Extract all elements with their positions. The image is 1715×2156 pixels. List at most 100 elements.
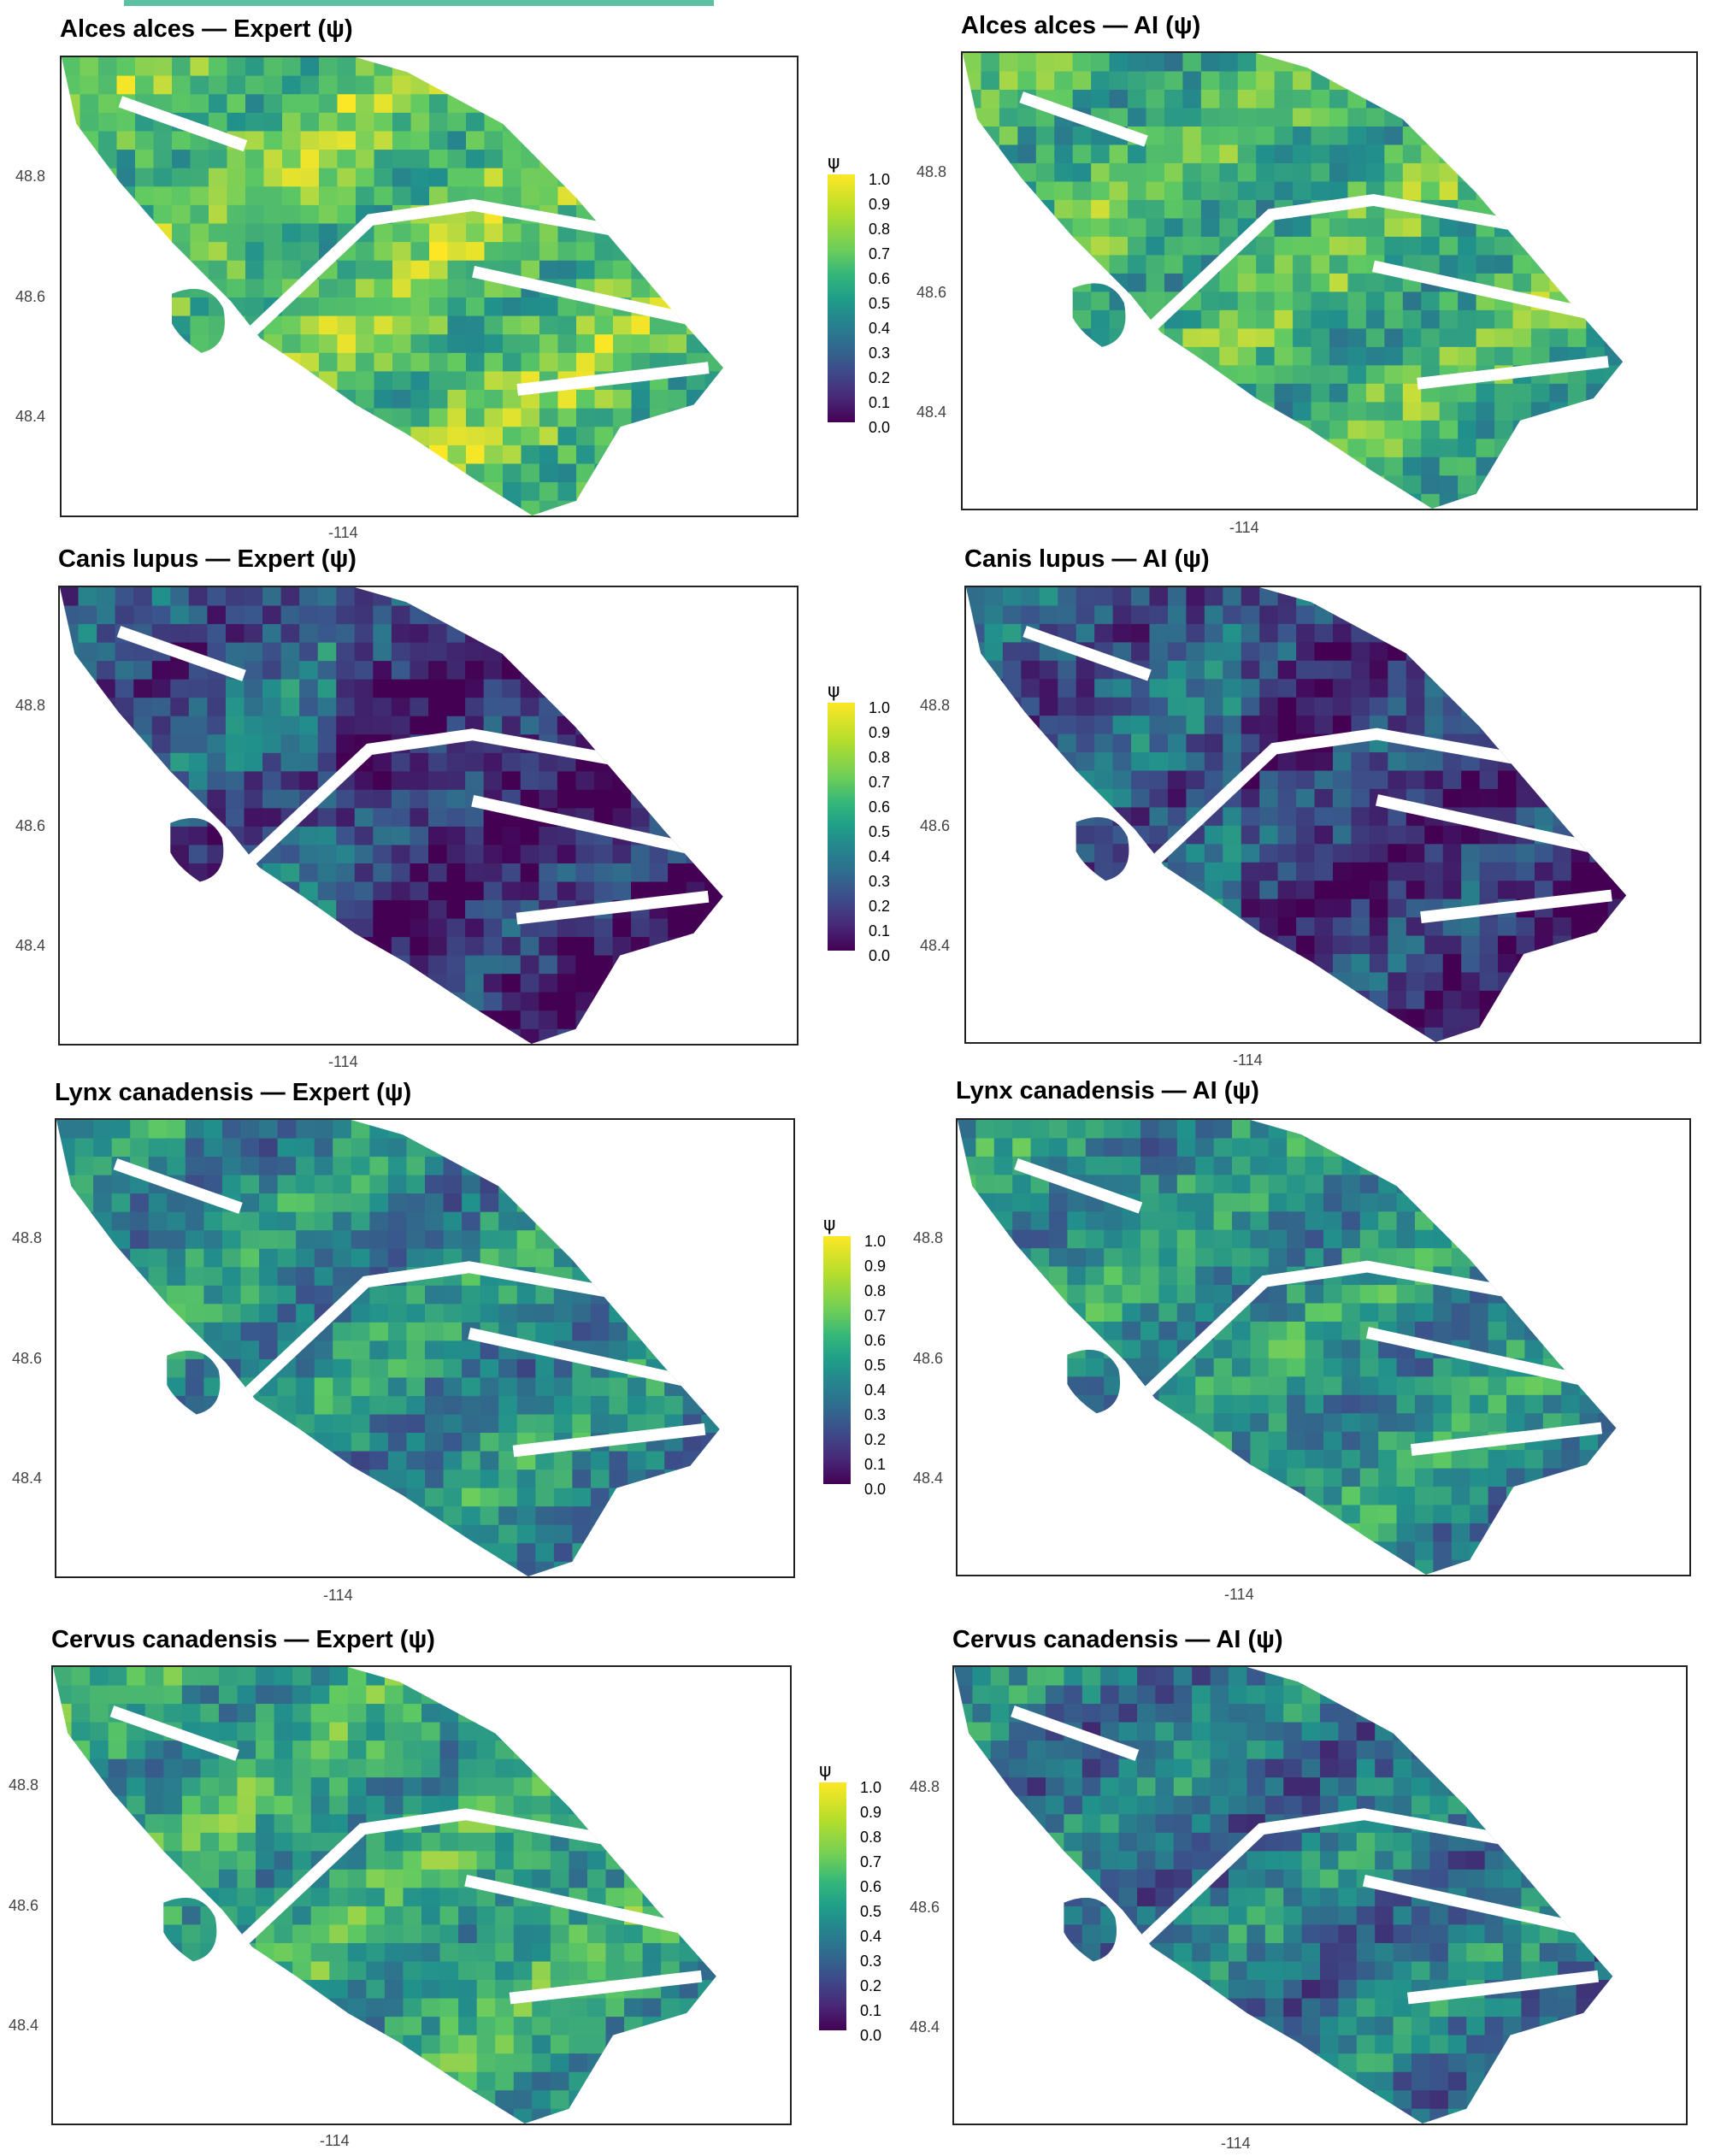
river-channel bbox=[464, 1875, 704, 1938]
legend-color-bar bbox=[819, 1782, 846, 2030]
map-panel-expert bbox=[51, 1665, 792, 2125]
river-channel bbox=[516, 890, 710, 925]
occupancy-surface bbox=[958, 1120, 1617, 1575]
legend-color-bar bbox=[828, 174, 855, 422]
river-channel bbox=[241, 198, 723, 343]
color-legend: ψ 1.0 0.9 0.8 0.7 0.6 0.5 0.4 0.3 0.2 0.1 0.0 bbox=[823, 1214, 926, 1498]
legend-color-bar bbox=[823, 1236, 851, 1484]
river-channel bbox=[1406, 1970, 1600, 2005]
y-tick-label: 48.6 bbox=[920, 817, 951, 834]
color-legend: ψ 1.0 0.9 0.8 0.7 0.6 0.5 0.4 0.3 0.2 0.1 0.0 bbox=[828, 152, 930, 436]
occupancy-surface bbox=[963, 53, 1624, 509]
top-accent-bar bbox=[124, 0, 714, 6]
map-panel-ai bbox=[956, 1118, 1691, 1576]
legend-tick-label: 0.2 bbox=[860, 1977, 882, 1994]
x-tick-label: -114 bbox=[1233, 1051, 1263, 1069]
panel-title-expert: Lynx canadensis — Expert (ψ) bbox=[55, 1079, 412, 1106]
y-tick-label: 48.6 bbox=[910, 1899, 940, 1916]
river-channel bbox=[1014, 1158, 1143, 1214]
y-tick-label: 48.8 bbox=[920, 697, 951, 714]
y-tick-label: 48.8 bbox=[910, 1778, 940, 1795]
legend-tick-label: 0.2 bbox=[869, 898, 891, 915]
legend-tick-label: 1.0 bbox=[864, 1233, 887, 1250]
panel-title-ai: Alces alces — AI (ψ) bbox=[961, 12, 1201, 39]
legend-tick-label: 0.8 bbox=[860, 1829, 882, 1846]
legend-tick-label: 0.7 bbox=[869, 245, 891, 262]
panel-title-expert: Alces alces — Expert (ψ) bbox=[60, 15, 353, 43]
panel-title-ai: Canis lupus — AI (ψ) bbox=[964, 545, 1210, 573]
occupancy-map bbox=[954, 1667, 1613, 2124]
legend-tick-label: 0.4 bbox=[860, 1928, 882, 1945]
legend-tick-label: 0.0 bbox=[869, 947, 891, 964]
river-channel bbox=[239, 728, 723, 872]
legend-tick-label: 0.6 bbox=[864, 1332, 887, 1349]
legend-tick-label: 0.8 bbox=[869, 749, 891, 766]
legend-title: ψ bbox=[828, 152, 840, 174]
map-panel-ai bbox=[961, 51, 1698, 510]
river-channel bbox=[1362, 1875, 1600, 1938]
river-channel bbox=[1136, 1260, 1617, 1404]
map-panel-ai bbox=[964, 586, 1701, 1044]
y-tick-label: 48.4 bbox=[15, 408, 46, 425]
legend-tick-label: 0.0 bbox=[869, 419, 891, 436]
legend-tick-label: 0.7 bbox=[860, 1853, 882, 1870]
river-channel bbox=[1417, 356, 1609, 390]
x-tick-label: -114 bbox=[320, 2132, 350, 2149]
legend-tick-label: 0.9 bbox=[869, 724, 891, 741]
river-channel bbox=[233, 1808, 716, 1952]
legend-tick-label: 1.0 bbox=[869, 171, 891, 188]
legend-tick-label: 0.3 bbox=[864, 1406, 887, 1423]
river-channel bbox=[116, 626, 246, 681]
legend-tick-label: 0.0 bbox=[864, 1481, 887, 1498]
legend-tick-label: 0.1 bbox=[869, 922, 891, 940]
panel-title-expert: Cervus canadensis — Expert (ψ) bbox=[51, 1626, 435, 1653]
river-channel bbox=[471, 795, 710, 858]
y-tick-label: 48.8 bbox=[15, 697, 46, 714]
legend-tick-label: 1.0 bbox=[869, 699, 891, 716]
occupancy-surface bbox=[62, 57, 723, 515]
legend-tick-label: 0.3 bbox=[860, 1953, 882, 1970]
x-tick-label: -114 bbox=[1224, 1586, 1254, 1603]
river-channel bbox=[113, 1158, 243, 1214]
y-tick-label: 48.4 bbox=[12, 1470, 43, 1487]
x-tick-label: -114 bbox=[323, 1587, 353, 1604]
occupancy-surface bbox=[966, 587, 1627, 1042]
occupancy-map bbox=[966, 587, 1627, 1042]
legend-tick-label: 0.7 bbox=[864, 1307, 887, 1324]
river-channel bbox=[1019, 91, 1148, 147]
river-channel bbox=[1410, 1422, 1603, 1456]
legend-tick-label: 0.4 bbox=[869, 320, 891, 337]
legend-tick-label: 0.5 bbox=[860, 1903, 882, 1920]
river-channel bbox=[1133, 1808, 1613, 1952]
river-channel bbox=[512, 1423, 706, 1458]
legend-tick-label: 0.2 bbox=[869, 369, 891, 386]
map-panel-expert bbox=[58, 586, 799, 1046]
y-tick-label: 48.4 bbox=[910, 2018, 940, 2035]
y-tick-label: 48.4 bbox=[920, 937, 951, 954]
river-channel bbox=[516, 362, 710, 396]
river-channel bbox=[1141, 193, 1624, 337]
river-channel bbox=[1372, 260, 1610, 324]
y-tick-label: 48.8 bbox=[15, 168, 46, 185]
occupancy-map bbox=[62, 57, 723, 515]
legend-tick-label: 0.9 bbox=[864, 1258, 887, 1275]
panel-title-ai: Cervus canadensis — AI (ψ) bbox=[952, 1626, 1283, 1653]
legend-tick-label: 0.4 bbox=[869, 848, 891, 865]
river-channel bbox=[509, 1970, 703, 2005]
y-tick-label: 48.6 bbox=[15, 288, 46, 305]
y-tick-label: 48.8 bbox=[9, 1776, 39, 1794]
color-legend: ψ 1.0 0.9 0.8 0.7 0.6 0.5 0.4 0.3 0.2 0.1 0.0 bbox=[819, 1760, 922, 2044]
legend-tick-label: 0.2 bbox=[864, 1431, 887, 1448]
y-tick-label: 48.6 bbox=[12, 1350, 43, 1367]
color-legend: ψ 1.0 0.9 0.8 0.7 0.6 0.5 0.4 0.3 0.2 0.1 0.0 bbox=[828, 680, 930, 964]
legend-tick-label: 0.9 bbox=[869, 196, 891, 213]
map-panel-ai bbox=[952, 1665, 1688, 2125]
legend-tick-label: 0.1 bbox=[860, 2002, 882, 2019]
legend-tick-label: 0.3 bbox=[869, 345, 891, 362]
y-tick-label: 48.8 bbox=[916, 163, 947, 180]
y-tick-label: 48.6 bbox=[916, 284, 947, 301]
legend-tick-label: 0.7 bbox=[869, 774, 891, 791]
river-channel bbox=[468, 1328, 707, 1391]
map-panel-expert bbox=[60, 56, 799, 517]
y-tick-label: 48.6 bbox=[15, 817, 46, 834]
